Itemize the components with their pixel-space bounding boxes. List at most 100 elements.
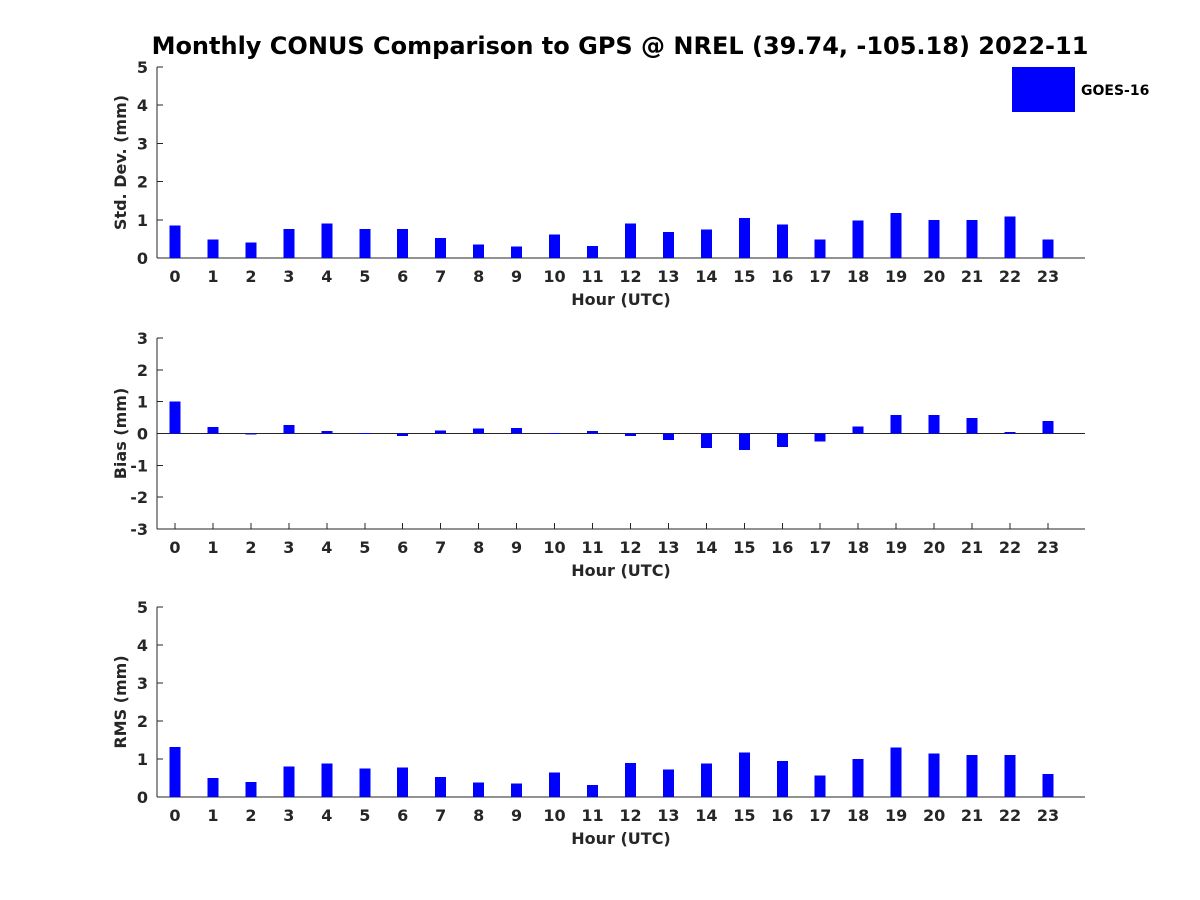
bar bbox=[1042, 773, 1054, 797]
y-tick-label: -1 bbox=[130, 456, 148, 475]
bar bbox=[852, 220, 864, 258]
x-tick-label: 17 bbox=[809, 806, 831, 825]
legend-label: GOES-16 bbox=[1081, 83, 1149, 99]
bar bbox=[966, 755, 978, 797]
bar bbox=[738, 752, 750, 797]
x-tick-label: 0 bbox=[169, 538, 180, 557]
x-tick-label: 14 bbox=[695, 538, 717, 557]
x-tick-label: 1 bbox=[207, 267, 218, 286]
bar bbox=[549, 772, 561, 797]
bar bbox=[321, 763, 333, 797]
bar bbox=[435, 237, 447, 258]
y-tick-label: 5 bbox=[137, 58, 148, 77]
bar bbox=[397, 767, 409, 797]
x-tick-label: 18 bbox=[847, 806, 869, 825]
x-tick-label: 22 bbox=[999, 267, 1021, 286]
y-tick-label: -3 bbox=[130, 520, 148, 539]
bar bbox=[473, 782, 485, 797]
x-tick-label: 13 bbox=[657, 538, 679, 557]
bar bbox=[890, 747, 902, 797]
bar bbox=[169, 401, 181, 434]
bar bbox=[928, 219, 940, 258]
bar bbox=[738, 217, 750, 258]
bar bbox=[587, 430, 599, 434]
y-tick-label: 0 bbox=[137, 425, 148, 444]
bar bbox=[890, 415, 902, 434]
bar bbox=[511, 427, 523, 434]
legend-swatch bbox=[1012, 67, 1075, 112]
x-tick-label: 15 bbox=[733, 267, 755, 286]
x-tick-label: 18 bbox=[847, 538, 869, 557]
x-tick-label: 15 bbox=[733, 538, 755, 557]
bar bbox=[814, 433, 826, 442]
bar bbox=[169, 746, 181, 797]
y-tick-label: 1 bbox=[137, 750, 148, 769]
bar bbox=[662, 769, 674, 797]
x-tick-label: 10 bbox=[543, 538, 565, 557]
bar bbox=[283, 228, 295, 258]
bar bbox=[814, 239, 826, 258]
x-tick-label: 17 bbox=[809, 267, 831, 286]
x-tick-label: 13 bbox=[657, 267, 679, 286]
bar bbox=[624, 433, 636, 437]
bar bbox=[776, 224, 788, 258]
y-tick-label: 4 bbox=[137, 636, 148, 655]
x-tick-label: 2 bbox=[245, 806, 256, 825]
bar bbox=[435, 777, 447, 797]
x-tick-label: 2 bbox=[245, 538, 256, 557]
y-tick-label: 1 bbox=[137, 211, 148, 230]
bar bbox=[966, 219, 978, 258]
x-tick-label: 13 bbox=[657, 806, 679, 825]
x-tick-label: 7 bbox=[435, 538, 446, 557]
y-axis-label: Std. Dev. (mm) bbox=[111, 95, 130, 230]
x-tick-label: 15 bbox=[733, 806, 755, 825]
bar bbox=[928, 753, 940, 797]
x-tick-label: 12 bbox=[619, 538, 641, 557]
x-tick-label: 6 bbox=[397, 267, 408, 286]
bar bbox=[397, 433, 409, 437]
y-tick-label: 2 bbox=[137, 173, 148, 192]
x-tick-label: 10 bbox=[543, 267, 565, 286]
x-tick-label: 21 bbox=[961, 806, 983, 825]
bar bbox=[549, 234, 561, 258]
x-tick-label: 20 bbox=[923, 267, 945, 286]
bar bbox=[1004, 755, 1016, 797]
bar bbox=[207, 239, 219, 258]
bar bbox=[207, 427, 219, 434]
y-tick-label: 4 bbox=[137, 96, 148, 115]
x-tick-label: 7 bbox=[435, 267, 446, 286]
x-tick-label: 20 bbox=[923, 806, 945, 825]
x-tick-label: 9 bbox=[511, 538, 522, 557]
x-tick-label: 7 bbox=[435, 806, 446, 825]
bar bbox=[852, 426, 864, 434]
x-tick-label: 23 bbox=[1037, 806, 1059, 825]
y-tick-label: 2 bbox=[137, 361, 148, 380]
bar bbox=[966, 418, 978, 434]
bar bbox=[473, 244, 485, 258]
x-tick-label: 3 bbox=[283, 538, 294, 557]
x-tick-label: 16 bbox=[771, 806, 793, 825]
x-tick-label: 10 bbox=[543, 806, 565, 825]
y-tick-label: 3 bbox=[137, 674, 148, 693]
y-tick-label: -2 bbox=[130, 488, 148, 507]
bar bbox=[776, 760, 788, 797]
bar bbox=[359, 433, 371, 434]
x-tick-label: 14 bbox=[695, 806, 717, 825]
x-tick-label: 0 bbox=[169, 806, 180, 825]
x-tick-label: 0 bbox=[169, 267, 180, 286]
bar bbox=[700, 229, 712, 258]
x-tick-label: 11 bbox=[581, 806, 603, 825]
x-tick-label: 2 bbox=[245, 267, 256, 286]
bar bbox=[1004, 216, 1016, 258]
bar bbox=[283, 425, 295, 434]
x-tick-label: 12 bbox=[619, 267, 641, 286]
bar bbox=[397, 228, 409, 258]
y-axis-label: RMS (mm) bbox=[111, 655, 130, 748]
bar bbox=[511, 246, 523, 258]
bar bbox=[245, 781, 257, 797]
bar bbox=[587, 245, 599, 258]
chart-title: Monthly CONUS Comparison to GPS @ NREL (… bbox=[152, 32, 1089, 60]
x-tick-label: 17 bbox=[809, 538, 831, 557]
x-tick-label: 8 bbox=[473, 806, 484, 825]
